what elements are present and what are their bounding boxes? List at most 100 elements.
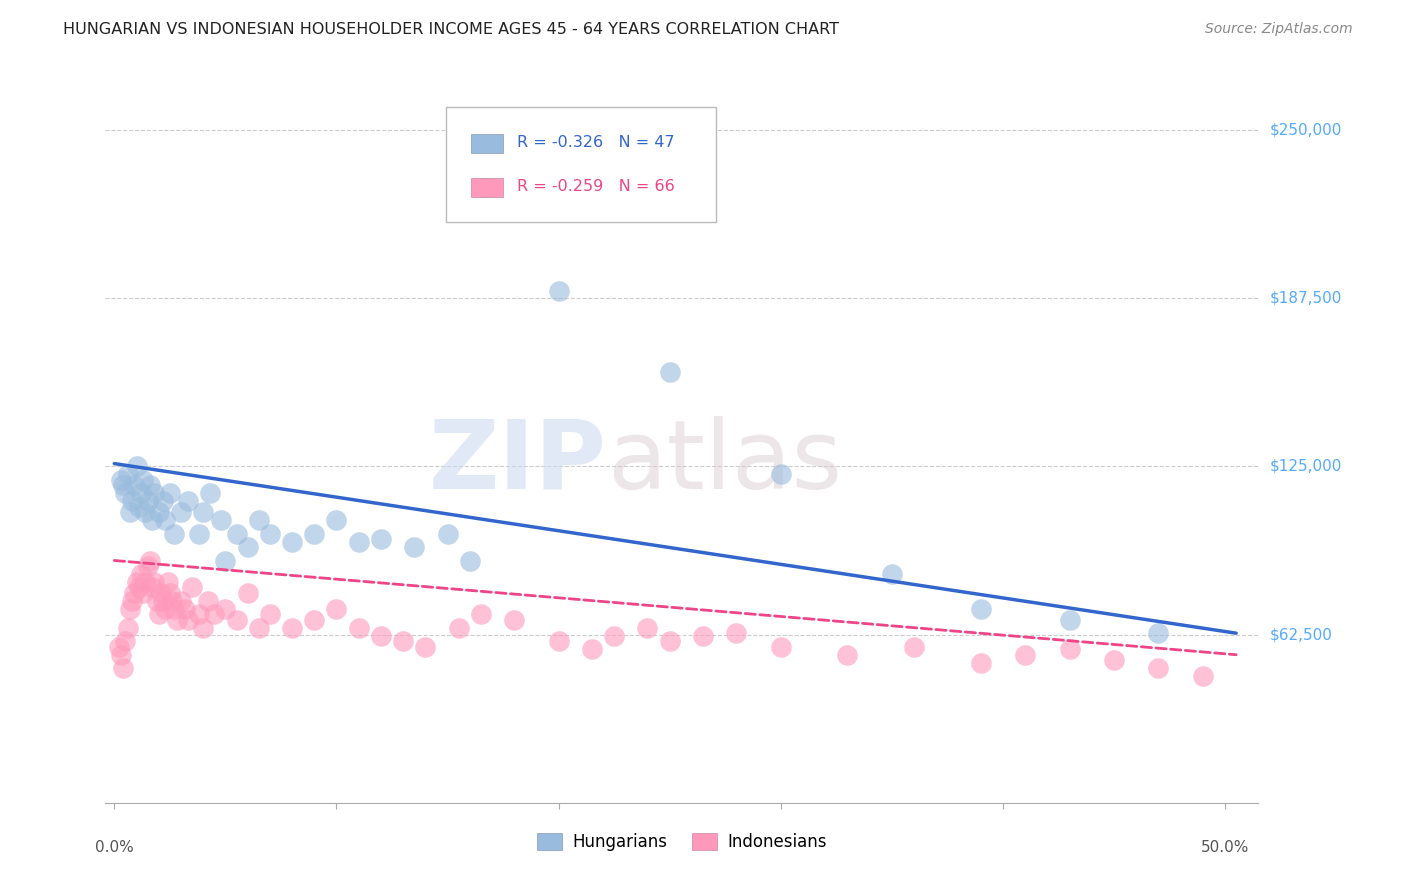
Text: $125,000: $125,000 — [1270, 458, 1341, 474]
Point — [152, 594, 174, 608]
Point — [1192, 669, 1215, 683]
Point — [247, 621, 270, 635]
Point — [658, 365, 681, 379]
Point — [132, 473, 155, 487]
Point — [117, 467, 139, 482]
Point — [1059, 642, 1081, 657]
Point — [370, 629, 392, 643]
Point — [259, 607, 281, 622]
Text: $62,500: $62,500 — [1270, 627, 1333, 642]
Text: atlas: atlas — [607, 416, 842, 508]
Point — [143, 486, 166, 500]
Point — [176, 613, 198, 627]
Point — [152, 494, 174, 508]
Point — [880, 566, 903, 581]
Point — [470, 607, 492, 622]
Point — [166, 613, 188, 627]
Point — [970, 602, 993, 616]
Point — [970, 656, 993, 670]
Point — [149, 586, 172, 600]
Point — [193, 621, 215, 635]
Point — [436, 526, 458, 541]
Point — [225, 613, 247, 627]
Point — [202, 607, 225, 622]
Point — [247, 513, 270, 527]
Point — [125, 459, 148, 474]
Point — [128, 581, 150, 595]
Point — [209, 513, 232, 527]
Point — [155, 602, 177, 616]
Point — [114, 486, 136, 500]
Point — [547, 285, 569, 299]
Point — [118, 505, 141, 519]
Point — [503, 613, 526, 627]
Point — [121, 594, 143, 608]
Point — [903, 640, 925, 654]
Point — [176, 494, 198, 508]
Text: $250,000: $250,000 — [1270, 122, 1341, 137]
Point — [121, 494, 143, 508]
Point — [1059, 613, 1081, 627]
Point — [415, 640, 437, 654]
Point — [769, 640, 792, 654]
Point — [124, 478, 146, 492]
Point — [159, 586, 181, 600]
Point — [637, 621, 659, 635]
Point — [236, 586, 259, 600]
Point — [160, 594, 183, 608]
Point — [181, 581, 204, 595]
Point — [163, 602, 186, 616]
Point — [155, 513, 177, 527]
Point — [304, 613, 326, 627]
Point — [325, 513, 347, 527]
Point — [112, 661, 135, 675]
Point — [174, 602, 197, 616]
FancyBboxPatch shape — [471, 178, 503, 196]
Point — [117, 621, 139, 635]
Point — [156, 575, 179, 590]
Point — [1147, 661, 1170, 675]
FancyBboxPatch shape — [446, 107, 717, 221]
Text: Source: ZipAtlas.com: Source: ZipAtlas.com — [1205, 22, 1353, 37]
Point — [170, 594, 193, 608]
Point — [148, 505, 170, 519]
Point — [603, 629, 626, 643]
Text: HUNGARIAN VS INDONESIAN HOUSEHOLDER INCOME AGES 45 - 64 YEARS CORRELATION CHART: HUNGARIAN VS INDONESIAN HOUSEHOLDER INCO… — [63, 22, 839, 37]
Point — [370, 532, 392, 546]
Point — [143, 575, 166, 590]
Point — [1014, 648, 1036, 662]
Point — [658, 634, 681, 648]
Point — [187, 607, 209, 622]
Point — [214, 553, 236, 567]
Point — [170, 505, 193, 519]
Point — [281, 621, 304, 635]
Point — [1147, 626, 1170, 640]
Point — [458, 553, 481, 567]
Text: 0.0%: 0.0% — [96, 840, 134, 855]
Text: R = -0.259   N = 66: R = -0.259 N = 66 — [517, 178, 675, 194]
Point — [392, 634, 415, 648]
Point — [129, 566, 152, 581]
Point — [347, 534, 370, 549]
Point — [136, 494, 159, 508]
Legend: Hungarians, Indonesians: Hungarians, Indonesians — [530, 826, 834, 857]
Point — [347, 621, 370, 635]
Point — [193, 505, 215, 519]
Point — [136, 558, 159, 573]
Point — [214, 602, 236, 616]
Point — [163, 526, 186, 541]
Point — [159, 486, 181, 500]
Point — [124, 586, 146, 600]
Text: 50.0%: 50.0% — [1201, 840, 1250, 855]
Point — [259, 526, 281, 541]
Point — [447, 621, 470, 635]
Point — [187, 526, 209, 541]
Point — [547, 634, 569, 648]
Point — [134, 505, 156, 519]
Point — [692, 629, 714, 643]
Point — [304, 526, 326, 541]
Point — [125, 575, 148, 590]
FancyBboxPatch shape — [471, 134, 503, 153]
Point — [114, 634, 136, 648]
Point — [112, 478, 135, 492]
